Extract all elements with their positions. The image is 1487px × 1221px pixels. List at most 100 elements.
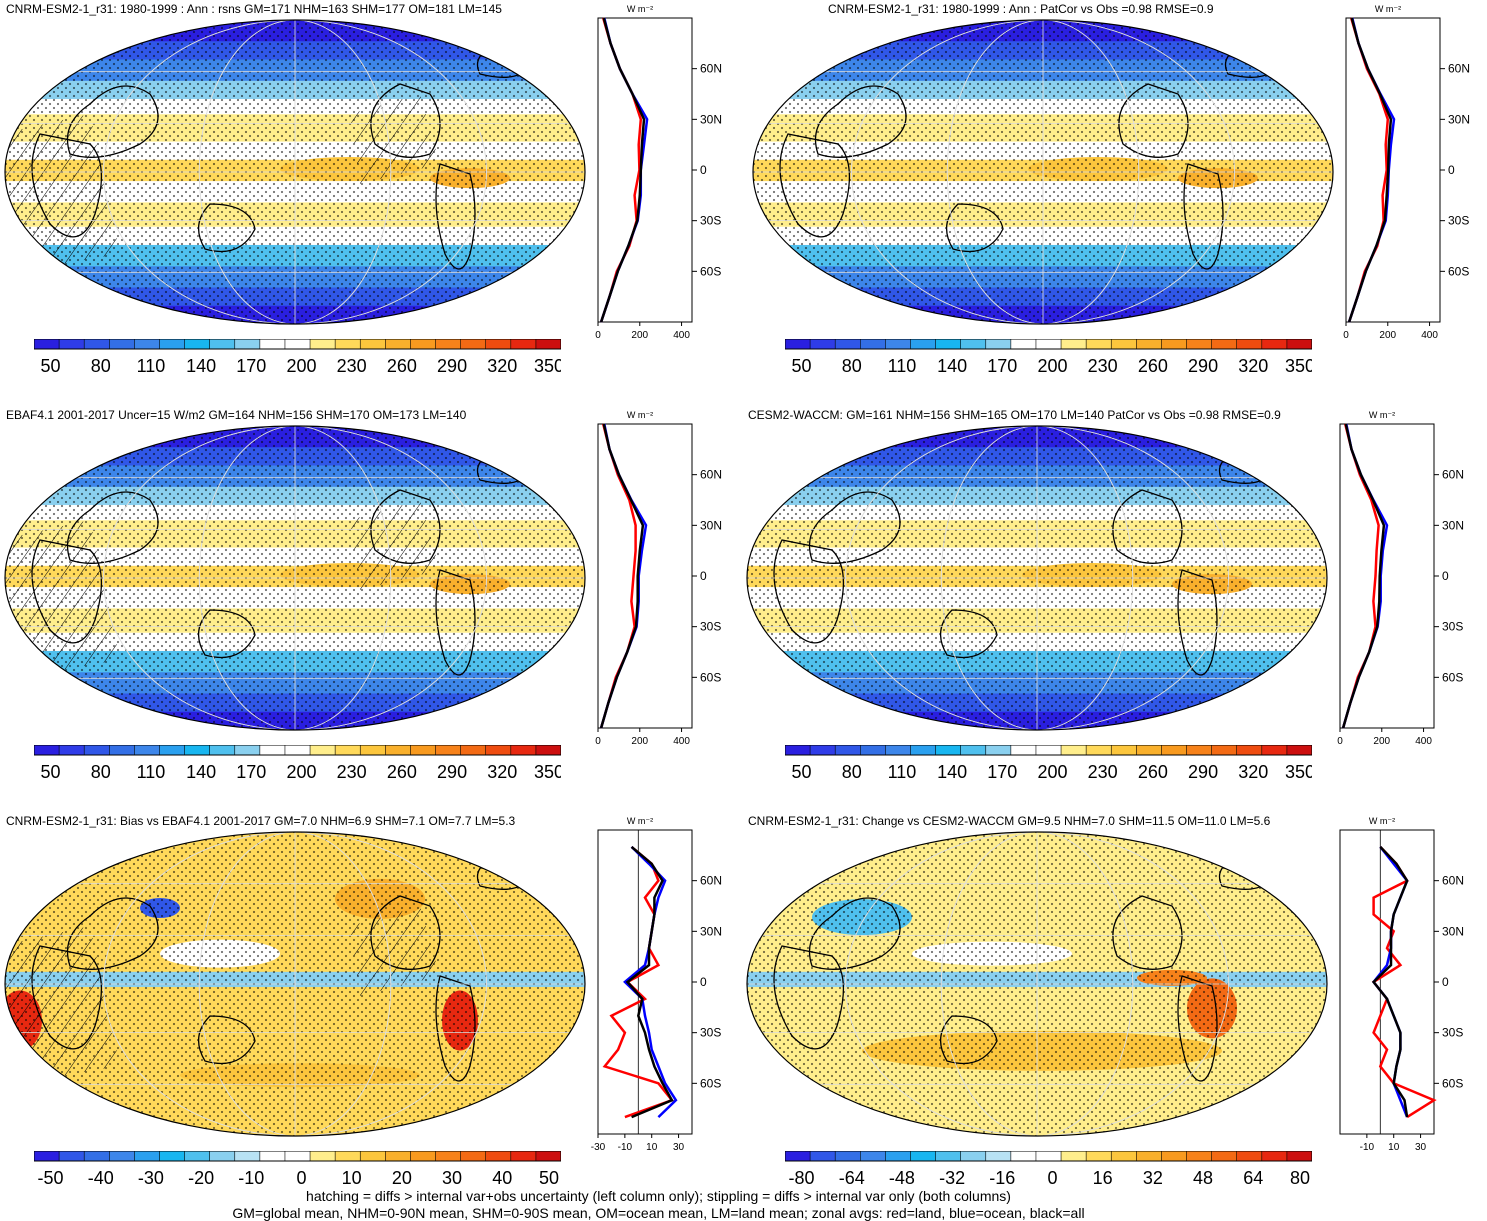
colorbar-swatch xyxy=(835,1151,861,1161)
colorbar-swatch xyxy=(785,339,811,349)
colorbar-swatch xyxy=(1287,745,1312,755)
colorbar-tick-label: 170 xyxy=(987,356,1017,376)
global-map xyxy=(748,14,1338,332)
colorbar-swatch xyxy=(84,339,110,349)
colorbar-swatch xyxy=(860,1151,886,1161)
colorbar-swatch xyxy=(134,339,160,349)
colorbar-tick-label: 350 xyxy=(1285,356,1312,376)
colorbar-swatch xyxy=(961,745,987,755)
global-map xyxy=(0,14,590,332)
colorbar-swatch xyxy=(260,745,286,755)
panel-change: CNRM-ESM2-1_r31: Change vs CESM2-WACCM G… xyxy=(742,812,1486,1217)
colorbar-swatch xyxy=(34,339,60,349)
colorbar-tick-label: -40 xyxy=(88,1168,114,1188)
colorbar-swatch xyxy=(210,339,236,349)
colorbar-swatch xyxy=(1212,745,1238,755)
zonal-lat-tick-label: 30S xyxy=(700,214,721,228)
colorbar-swatch xyxy=(109,745,135,755)
colorbar-swatch xyxy=(260,339,286,349)
colorbar-tick-label: 40 xyxy=(492,1168,512,1188)
colorbar-swatch xyxy=(310,745,336,755)
colorbar-swatch xyxy=(511,339,537,349)
panel-patcor-model: CNRM-ESM2-1_r31: 1980-1999 : Ann : PatCo… xyxy=(748,0,1487,405)
colorbar-swatch xyxy=(885,339,911,349)
colorbar-swatch xyxy=(511,745,537,755)
colorbar-tick-label: 320 xyxy=(1238,762,1268,782)
colorbar-swatch xyxy=(385,339,411,349)
colorbar-swatch xyxy=(1187,745,1213,755)
colorbar-tick-label: 350 xyxy=(534,356,561,376)
colorbar-swatch xyxy=(210,1151,236,1161)
panel-bias: CNRM-ESM2-1_r31: Bias vs EBAF4.1 2001-20… xyxy=(0,812,744,1217)
zonal-lat-tick-label: 60S xyxy=(700,1076,721,1090)
colorbar-tick-label: 110 xyxy=(137,762,166,782)
colorbar-tick-label: -32 xyxy=(939,1168,965,1188)
colorbar-swatch xyxy=(360,1151,386,1161)
colorbar-swatch xyxy=(785,1151,811,1161)
colorbar-swatch xyxy=(34,1151,60,1161)
colorbar-tick-label: 290 xyxy=(437,762,467,782)
colorbar-swatch xyxy=(1161,339,1187,349)
colorbar-swatch xyxy=(159,339,185,349)
zonal-x-tick-label: 400 xyxy=(1415,736,1432,747)
colorbar-tick-label: -64 xyxy=(839,1168,865,1188)
colorbar-swatch xyxy=(1036,745,1062,755)
colorbar-swatch xyxy=(436,1151,462,1161)
colorbar-tick-label: 200 xyxy=(1037,356,1067,376)
colorbar-tick-label: 200 xyxy=(286,762,316,782)
colorbar-swatch xyxy=(185,1151,211,1161)
colorbar-tick-label: 110 xyxy=(888,356,917,376)
colorbar-tick-label: 0 xyxy=(1047,1168,1057,1188)
global-map xyxy=(0,826,590,1144)
colorbar-swatch xyxy=(210,745,236,755)
colorbar-swatch xyxy=(1161,745,1187,755)
colorbar-swatch xyxy=(461,1151,487,1161)
zonal-x-tick-label: 200 xyxy=(1373,736,1390,747)
colorbar-swatch xyxy=(1061,1151,1087,1161)
colorbar-swatch xyxy=(1237,339,1263,349)
colorbar-swatch xyxy=(134,1151,160,1161)
colorbar-swatch xyxy=(310,1151,336,1161)
colorbar-swatch xyxy=(185,339,211,349)
colorbar-swatch xyxy=(835,339,861,349)
colorbar-tick-label: -50 xyxy=(38,1168,64,1188)
colorbar-tick-label: 200 xyxy=(286,356,316,376)
colorbar-tick-label: 140 xyxy=(937,762,967,782)
colorbar-swatch xyxy=(1161,1151,1187,1161)
colorbar-swatch xyxy=(810,1151,836,1161)
colorbar-swatch xyxy=(486,339,512,349)
colorbar-tick-label: 80 xyxy=(91,356,111,376)
panel-clim-model: CNRM-ESM2-1_r31: 1980-1999 : Ann : rsns … xyxy=(0,0,744,405)
colorbar-swatch xyxy=(134,745,160,755)
colorbar-swatch xyxy=(910,745,936,755)
colorbar-swatch xyxy=(159,1151,185,1161)
colorbar-swatch xyxy=(461,339,487,349)
colorbar-swatch xyxy=(59,1151,85,1161)
zonal-lat-tick-label: 60N xyxy=(1442,468,1464,482)
zonal-unit-label: W m⁻² xyxy=(627,410,653,420)
colorbar-tick-label: 0 xyxy=(296,1168,306,1188)
colorbar-swatch xyxy=(986,745,1012,755)
colorbar-swatch xyxy=(1237,745,1263,755)
colorbar-swatch xyxy=(961,1151,987,1161)
zonal-lat-tick-label: 30S xyxy=(1448,214,1469,228)
colorbar-tick-label: 80 xyxy=(842,356,862,376)
colorbar-swatch xyxy=(860,339,886,349)
zonal-x-tick-label: 0 xyxy=(595,736,601,747)
colorbar-tick-label: 260 xyxy=(387,356,417,376)
colorbar-swatch xyxy=(1136,745,1162,755)
colorbar-swatch xyxy=(810,745,836,755)
zonal-lat-tick-label: 60S xyxy=(1442,670,1463,684)
zonal-lat-tick-label: 30S xyxy=(1442,1026,1463,1040)
colorbar-tick-label: 48 xyxy=(1193,1168,1213,1188)
colorbar-swatch xyxy=(285,745,311,755)
colorbar-tick-label: 350 xyxy=(1285,762,1312,782)
zonal-x-tick-label: -10 xyxy=(618,1142,633,1153)
zonal-x-tick-label: 400 xyxy=(1421,330,1438,341)
colorbar-tick-label: -10 xyxy=(238,1168,264,1188)
colorbar-tick-label: 80 xyxy=(91,762,111,782)
